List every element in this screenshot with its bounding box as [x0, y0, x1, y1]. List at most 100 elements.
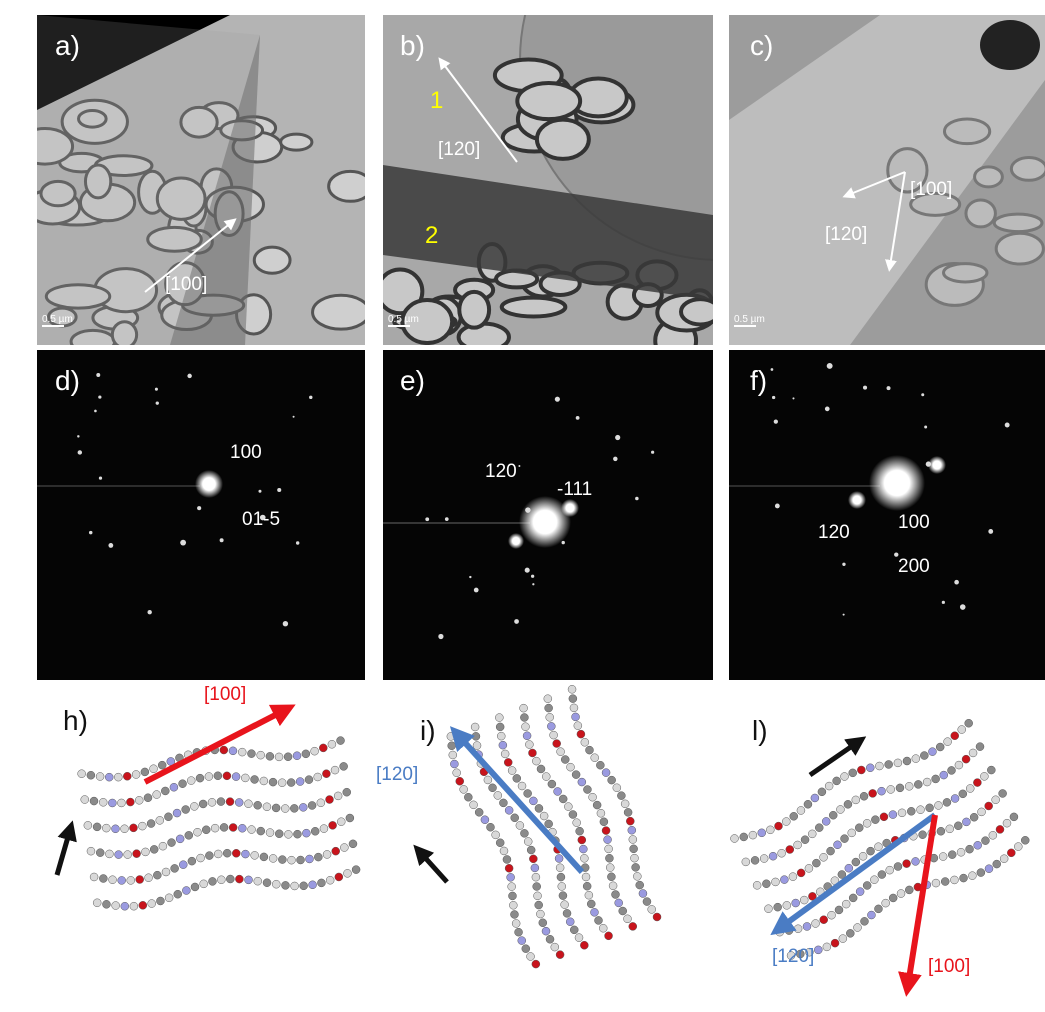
atom: [508, 767, 516, 775]
atom: [820, 853, 828, 861]
diffraction-spot: [309, 396, 312, 399]
atom: [343, 788, 351, 796]
structure-h: [78, 737, 360, 911]
panel-label: i): [420, 715, 436, 746]
atom: [251, 775, 259, 783]
atom: [993, 860, 1001, 868]
diffraction-spot: [775, 504, 780, 509]
atom: [238, 824, 246, 832]
atom: [852, 796, 860, 804]
atom: [782, 818, 790, 826]
atom: [314, 773, 322, 781]
atom: [564, 803, 572, 811]
atom: [578, 836, 586, 844]
atom: [87, 771, 95, 779]
diffraction-spot: [197, 506, 201, 510]
atom: [508, 892, 516, 900]
atom: [340, 844, 348, 852]
atom: [153, 791, 161, 799]
atom: [496, 839, 504, 847]
atom: [780, 876, 788, 884]
atom: [845, 864, 853, 872]
atom: [135, 796, 143, 804]
annotation: [120]: [376, 764, 418, 785]
diffraction-spot: [108, 543, 113, 548]
diffraction-spot: [792, 397, 794, 399]
atom: [548, 780, 556, 788]
atom: [932, 879, 940, 887]
atom: [628, 826, 636, 834]
atom: [473, 742, 481, 750]
atom: [132, 770, 140, 778]
atom: [109, 876, 117, 884]
atom: [630, 845, 638, 853]
annotation: [100]: [204, 684, 246, 705]
atom: [867, 911, 875, 919]
atom: [179, 780, 187, 788]
atom: [871, 816, 879, 824]
atom: [511, 814, 519, 822]
atom: [559, 795, 567, 803]
atom: [815, 824, 823, 832]
atom: [623, 915, 631, 923]
atom: [211, 824, 219, 832]
atom: [558, 882, 566, 890]
atom: [629, 835, 637, 843]
atom: [905, 886, 913, 894]
atom: [130, 902, 138, 910]
atom: [281, 805, 289, 813]
atom: [266, 752, 274, 760]
atom: [968, 872, 976, 880]
atom: [566, 918, 574, 926]
atom: [889, 811, 897, 819]
atom: [523, 732, 531, 740]
atom: [575, 934, 583, 942]
film-hole: [944, 264, 987, 282]
atom: [229, 823, 237, 831]
film-hole: [254, 247, 290, 273]
atom: [173, 809, 181, 817]
tem-image-a: [17, 15, 371, 353]
diffraction-spot: [960, 604, 966, 610]
atom: [797, 806, 805, 814]
panel-label: h): [63, 705, 88, 736]
atom: [928, 748, 936, 756]
atom: [235, 798, 243, 806]
atom: [486, 823, 494, 831]
atom: [260, 777, 268, 785]
diffraction-spot: [615, 435, 620, 440]
atom: [247, 750, 255, 758]
atom: [528, 749, 536, 757]
atom: [578, 778, 586, 786]
diffraction-spot: [180, 540, 186, 546]
atom: [822, 817, 830, 825]
atom: [985, 802, 993, 810]
atom: [105, 773, 113, 781]
atom: [566, 763, 574, 771]
atom: [121, 902, 129, 910]
atom: [138, 822, 146, 830]
atom: [300, 882, 308, 890]
atom: [449, 751, 457, 759]
atom: [951, 794, 959, 802]
atom: [275, 830, 283, 838]
annotation: [120]: [772, 946, 814, 967]
atom: [205, 773, 213, 781]
atom: [323, 850, 331, 858]
atom: [337, 818, 345, 826]
atom: [293, 752, 301, 760]
atom: [833, 777, 841, 785]
atom: [846, 929, 854, 937]
atom: [284, 830, 292, 838]
atom: [531, 864, 539, 872]
annotation: 200: [898, 556, 930, 577]
atom: [527, 952, 535, 960]
atom: [556, 951, 564, 959]
atom: [512, 919, 520, 927]
atom: [159, 842, 167, 850]
diffraction-spot: [425, 517, 429, 521]
atom: [263, 879, 271, 887]
atom: [965, 719, 973, 727]
atom: [957, 848, 965, 856]
atom: [266, 829, 274, 837]
